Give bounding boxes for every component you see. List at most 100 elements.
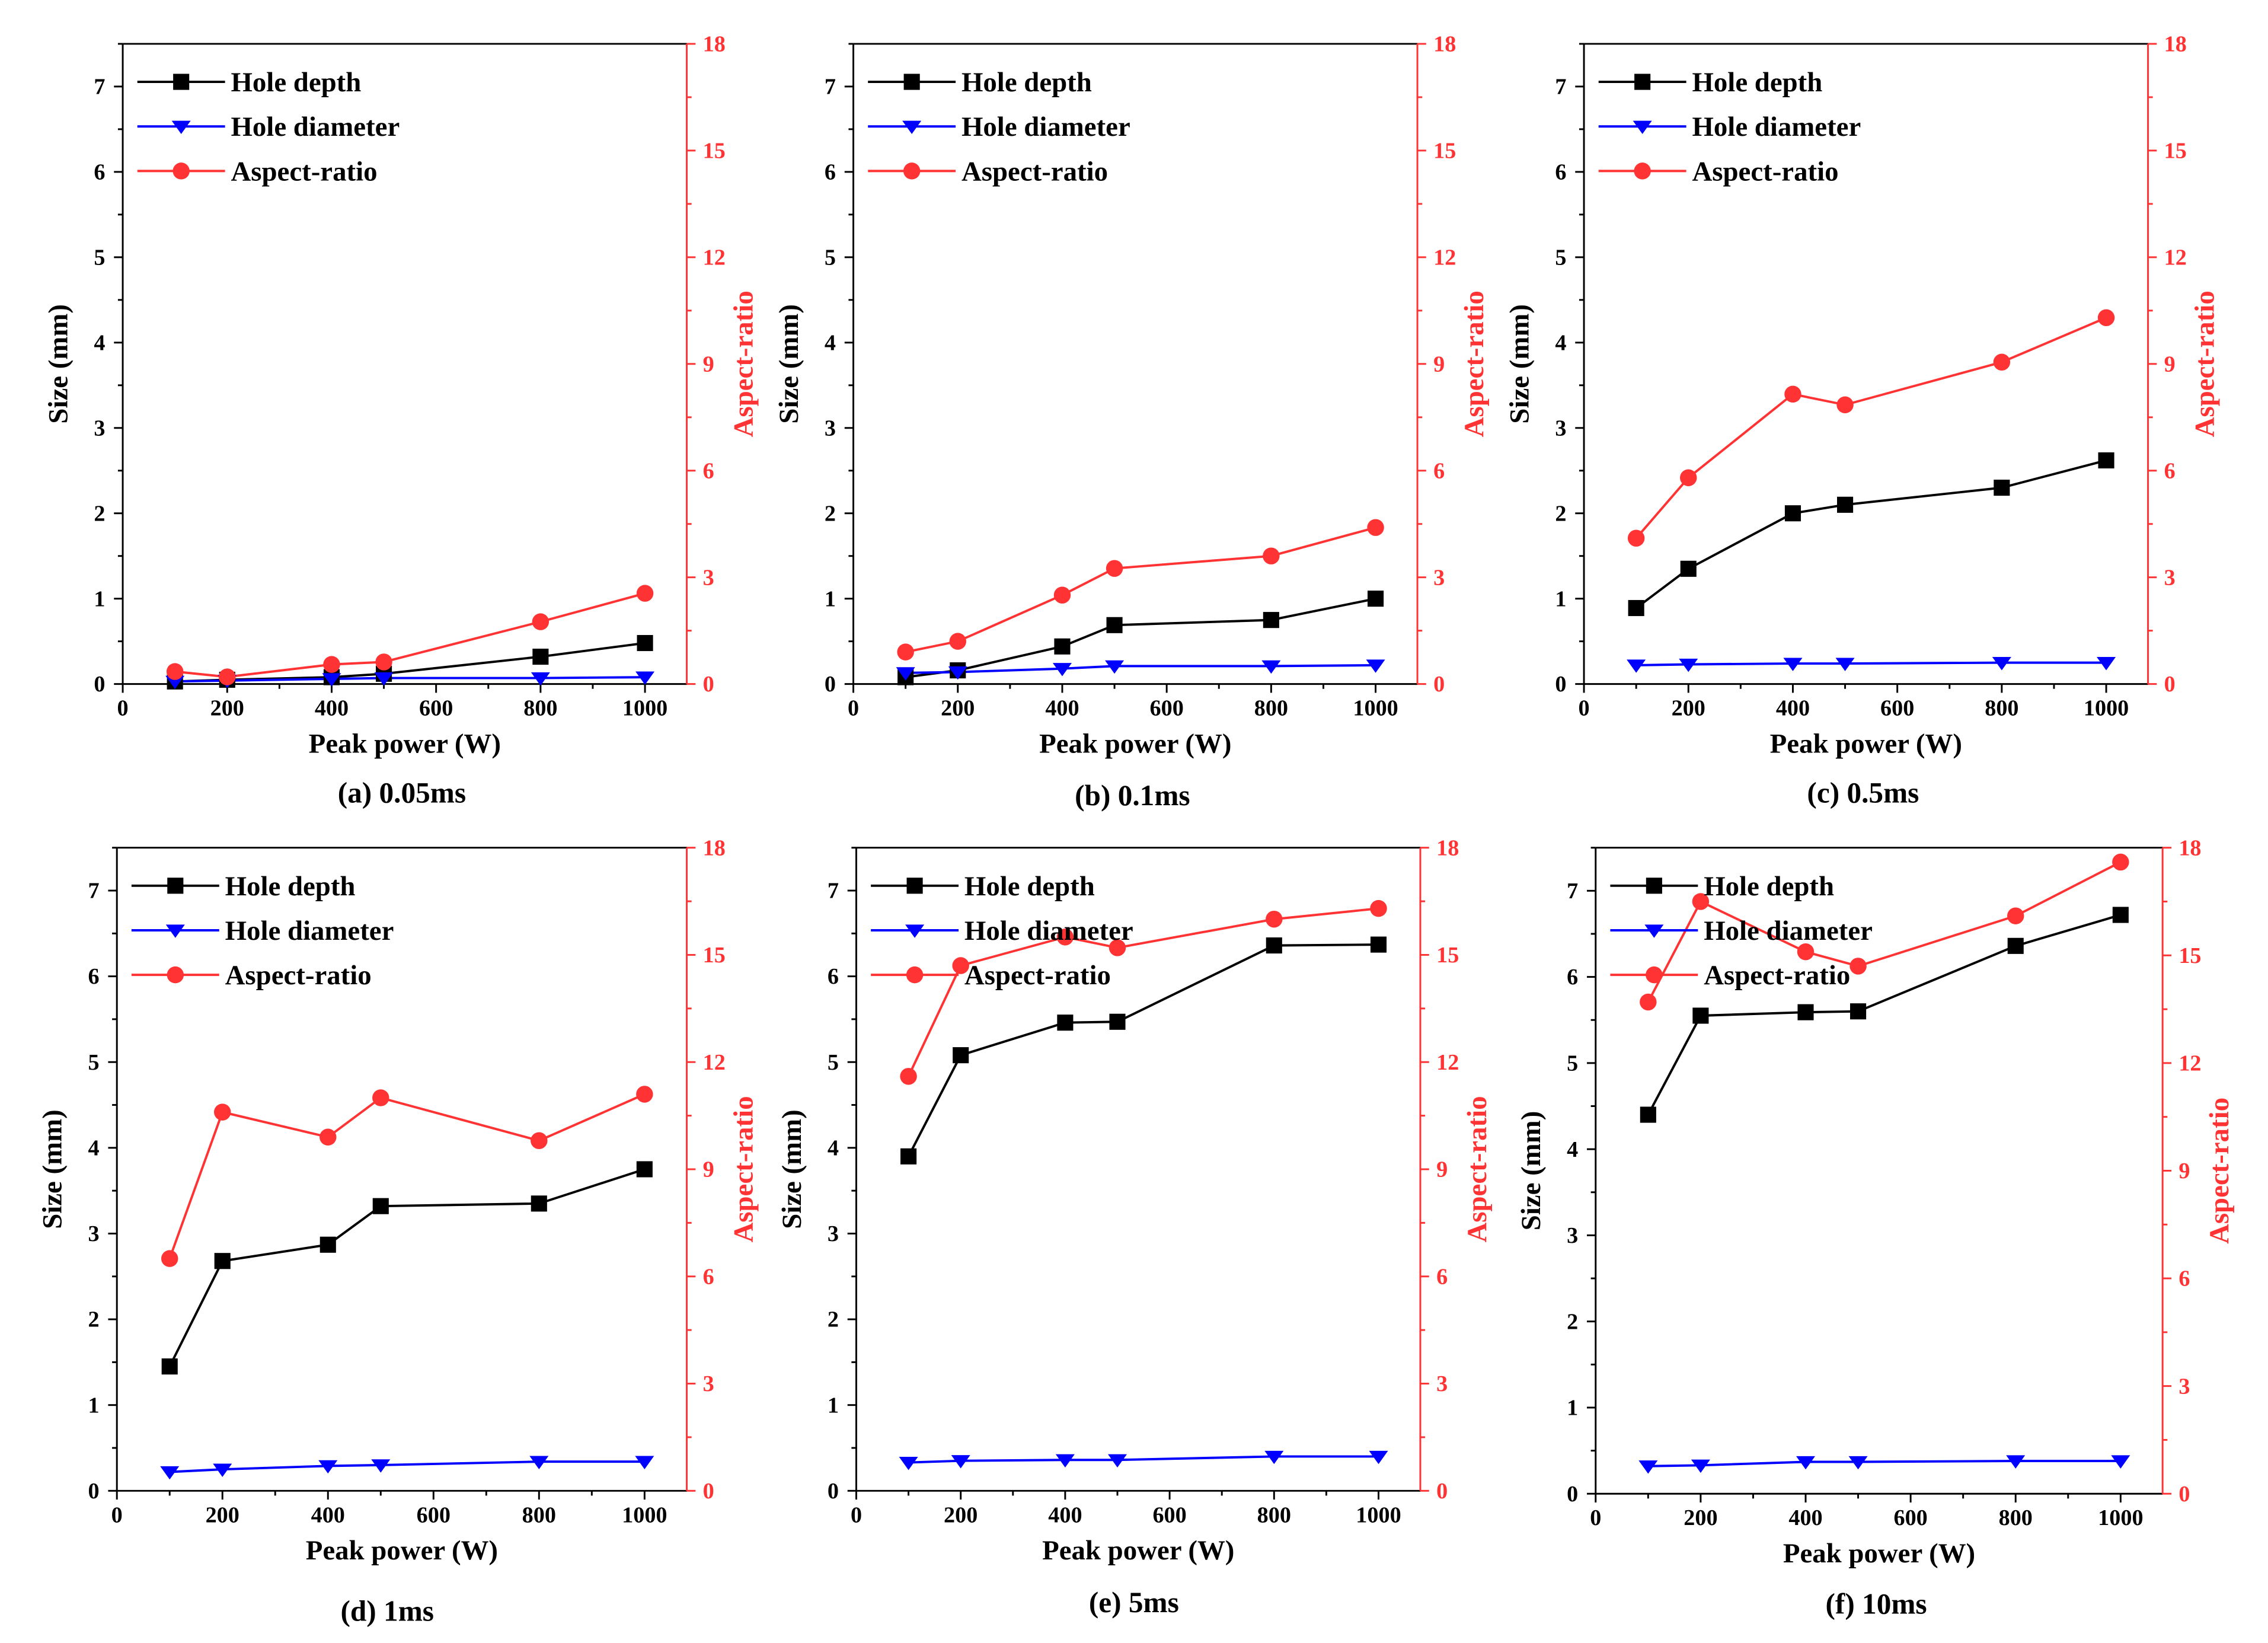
- y2-tick-label: 15: [1433, 139, 1456, 164]
- panel-caption: (e) 5ms: [1089, 1586, 1179, 1619]
- y-tick-label: 0: [94, 672, 105, 697]
- legend-label: Hole diameter: [231, 111, 400, 142]
- chart-panel-4: 0 200 400 600 800 1000012345670369121518Peak …: [37, 835, 759, 1627]
- data-point: [1106, 617, 1123, 633]
- y-axis-label: Size (mm): [1504, 304, 1535, 424]
- y-tick-label: 3: [1567, 1223, 1578, 1248]
- x-tick-label: 0: [851, 1502, 862, 1527]
- y2-tick-label: 18: [1433, 32, 1456, 57]
- panel-caption: (b) 0.1ms: [1075, 779, 1190, 812]
- y-tick-label: 2: [825, 501, 836, 526]
- y-tick-label: 5: [88, 1050, 100, 1075]
- series-line-hole-depth: [168, 1168, 645, 1367]
- x-tick-label: 600: [1152, 1502, 1186, 1527]
- data-point: [1055, 1454, 1075, 1468]
- data-point: [213, 1103, 231, 1121]
- y2-tick-label: 15: [2178, 943, 2201, 968]
- data-point: [1106, 560, 1123, 577]
- y-axis-label: Size (mm): [37, 1109, 68, 1229]
- legend-marker: [1644, 924, 1664, 938]
- legend-marker: [165, 924, 185, 938]
- data-point: [531, 1195, 547, 1212]
- x-tick-label: 800: [522, 1502, 556, 1527]
- data-point: [1850, 1003, 1867, 1020]
- x-tick-label: 200: [944, 1502, 978, 1527]
- legend-label: Hole diameter: [225, 915, 394, 946]
- data-point: [214, 1253, 231, 1269]
- data-point: [1796, 1456, 1816, 1470]
- data-point: [165, 675, 185, 690]
- chart-panel-3: 0 200 400 600 800 1000012345670369121518Peak …: [1504, 32, 2220, 809]
- data-point: [1692, 1007, 1709, 1024]
- y-tick-label: 3: [825, 416, 836, 441]
- x-tick-label: 600: [1150, 696, 1184, 721]
- series-line-aspect-ratio: [168, 1093, 646, 1259]
- data-point: [1784, 385, 1801, 403]
- x-tick-label: 800: [1999, 1505, 2033, 1530]
- x-tick-label: 0: [117, 696, 129, 721]
- data-point: [1836, 396, 1854, 413]
- x-tick-label: 0: [1579, 696, 1590, 721]
- panel-caption: (a) 0.05ms: [338, 776, 466, 809]
- y2-axis-label: Aspect-ratio: [728, 1096, 759, 1242]
- data-point: [320, 1128, 337, 1146]
- data-point: [951, 1455, 970, 1469]
- y-tick-label: 3: [94, 416, 105, 441]
- series-line-hole-diameter: [905, 663, 1376, 674]
- y2-tick-label: 12: [1436, 1050, 1459, 1075]
- data-point: [635, 671, 655, 685]
- x-tick-label: 400: [1048, 1502, 1082, 1527]
- legend-label: Hole depth: [231, 67, 361, 98]
- y2-tick-label: 9: [1436, 1157, 1448, 1182]
- legend-label: Aspect-ratio: [1692, 156, 1838, 187]
- series-line-hole-diameter: [908, 1455, 1379, 1464]
- data-point: [900, 1068, 917, 1085]
- y2-tick-label: 3: [1436, 1371, 1448, 1396]
- y2-tick-label: 12: [2164, 245, 2187, 270]
- y-tick-label: 3: [828, 1221, 839, 1246]
- data-point: [1369, 1450, 1388, 1465]
- panel-caption: (c) 0.5ms: [1807, 776, 1919, 809]
- y2-tick-label: 12: [703, 245, 726, 270]
- y2-tick-label: 9: [703, 352, 714, 377]
- data-point: [1797, 1004, 1814, 1020]
- y-tick-label: 7: [94, 75, 105, 100]
- y2-tick-label: 12: [2178, 1051, 2201, 1076]
- y2-tick-label: 3: [2178, 1374, 2190, 1399]
- data-point: [949, 633, 966, 650]
- data-point: [2112, 853, 2129, 871]
- data-point: [1370, 936, 1387, 953]
- x-tick-label: 200: [206, 1502, 239, 1527]
- y-tick-label: 7: [88, 879, 100, 904]
- y-tick-label: 2: [1555, 501, 1566, 526]
- y-tick-label: 3: [88, 1221, 100, 1246]
- y-axis-label: Size (mm): [43, 304, 74, 424]
- y-axis-label: Size (mm): [777, 1109, 807, 1229]
- x-axis-label: Peak power (W): [306, 1535, 498, 1566]
- y2-tick-label: 9: [2178, 1159, 2190, 1183]
- data-point: [1105, 660, 1125, 674]
- data-point: [1263, 547, 1280, 564]
- data-point: [1368, 591, 1384, 607]
- y2-tick-label: 6: [2164, 458, 2176, 483]
- y2-axis-label: Aspect-ratio: [2204, 1098, 2235, 1244]
- legend-marker: [1633, 120, 1652, 135]
- y2-tick-label: 3: [2164, 565, 2176, 590]
- series-line-hole-depth: [1647, 914, 2121, 1115]
- legend-label: Aspect-ratio: [231, 156, 377, 187]
- x-tick-label: 800: [523, 696, 557, 721]
- data-point: [161, 1358, 178, 1375]
- data-point: [897, 643, 914, 661]
- data-point: [1266, 937, 1282, 954]
- data-point: [531, 1132, 548, 1150]
- data-point: [213, 1463, 232, 1477]
- chart-panel-2: 0 200 400 600 800 1000012345670369121518Peak …: [774, 32, 1490, 812]
- data-point: [1052, 663, 1072, 677]
- data-point: [636, 1161, 653, 1178]
- data-point: [372, 1089, 389, 1106]
- legend-marker: [1634, 162, 1651, 180]
- y2-tick-label: 6: [2178, 1266, 2190, 1291]
- y2-tick-label: 15: [703, 943, 726, 968]
- y2-tick-label: 15: [2164, 139, 2187, 164]
